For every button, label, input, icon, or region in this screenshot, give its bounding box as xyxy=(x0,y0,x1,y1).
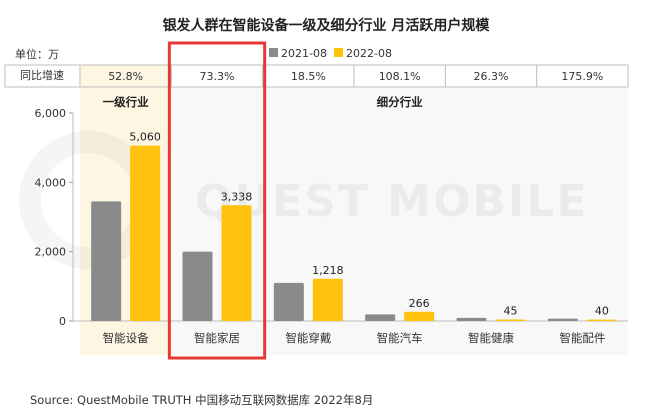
y-tick-label: 6,000 xyxy=(35,107,67,120)
bars xyxy=(91,145,617,321)
growth-value: 175.9% xyxy=(561,70,603,83)
bar-2022-08-0 xyxy=(130,145,161,321)
bar-2022-08-1 xyxy=(221,205,252,321)
category-label: 智能配件 xyxy=(559,331,605,345)
chart-title: 银发人群在智能设备一级及细分行业 月活跃用户规模 xyxy=(163,17,491,34)
data-label: 1,218 xyxy=(312,264,344,277)
growth-row-label: 同比增速 xyxy=(20,68,64,82)
legend-label-2021: 2021-08 xyxy=(281,47,327,60)
bar-2022-08-3 xyxy=(404,311,435,321)
legend-label-2022: 2022-08 xyxy=(346,47,392,60)
bar-2022-08-2 xyxy=(312,278,343,321)
data-label: 266 xyxy=(409,297,430,310)
y-tick-label: 2,000 xyxy=(35,246,67,259)
y-tick-label: 0 xyxy=(59,315,66,328)
data-label: 3,338 xyxy=(221,190,253,203)
data-label: 45 xyxy=(504,304,518,317)
bar-2021-08-2 xyxy=(273,282,304,321)
group-label-primary: 一级行业 xyxy=(103,95,149,109)
bar-2022-08-5 xyxy=(586,319,617,321)
growth-value: 26.3% xyxy=(474,70,509,83)
category-label: 智能健康 xyxy=(468,331,514,345)
bar-2021-08-5 xyxy=(547,318,578,321)
data-label: 5,060 xyxy=(129,131,161,144)
growth-value: 73.3% xyxy=(200,70,235,83)
bar-2021-08-3 xyxy=(365,314,396,321)
group-label-segments: 细分行业 xyxy=(377,95,423,109)
bar-2022-08-4 xyxy=(495,319,526,321)
source-note: Source: QuestMobile TRUTH 中国移动互联网数据库 202… xyxy=(30,393,373,407)
bar-2021-08-4 xyxy=(456,317,487,321)
unit-label: 单位：万 xyxy=(15,47,59,61)
y-axis: 0 2,000 4,000 6,000 xyxy=(35,107,74,328)
legend-swatch-2022 xyxy=(334,48,343,57)
bar-2021-08-0 xyxy=(91,201,122,321)
data-label: 40 xyxy=(595,305,609,318)
growth-value: 108.1% xyxy=(379,70,421,83)
data-labels: 5,060 3,338 1,218 266 45 40 xyxy=(129,131,608,318)
category-label: 智能穿戴 xyxy=(285,331,331,345)
growth-row: 同比增速 52.8% 73.3% 18.5% 108.1% 26.3% 175.9% xyxy=(4,64,629,88)
growth-value: 18.5% xyxy=(291,70,326,83)
category-label: 智能家居 xyxy=(194,331,240,345)
watermark-text: QUEST MOBILE xyxy=(195,176,588,227)
category-label: 智能设备 xyxy=(103,331,149,345)
legend-swatch-2021 xyxy=(269,48,278,57)
legend: 2021-08 2022-08 xyxy=(269,47,392,60)
y-tick-label: 4,000 xyxy=(35,176,67,189)
growth-value: 52.8% xyxy=(108,70,143,83)
category-label: 智能汽车 xyxy=(377,331,423,345)
growth-row-frame xyxy=(4,64,629,88)
highlight-box xyxy=(167,41,267,360)
category-labels: 智能设备 智能家居 智能穿戴 智能汽车 智能健康 智能配件 xyxy=(103,331,606,345)
bar-2021-08-1 xyxy=(182,251,213,321)
